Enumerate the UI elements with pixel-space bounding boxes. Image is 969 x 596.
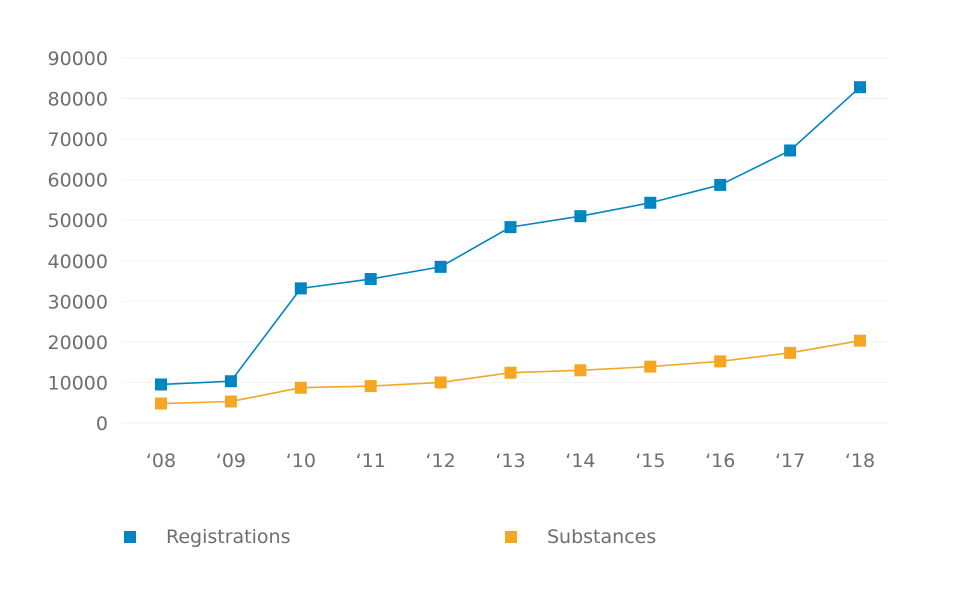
data-point-registrations xyxy=(574,210,587,223)
x-tick-label: ‘09 xyxy=(216,450,246,472)
data-point-registrations xyxy=(434,260,447,273)
x-tick-label: ‘08 xyxy=(146,450,176,472)
gridlines xyxy=(122,57,888,424)
legend-registrations: Registrations xyxy=(124,526,290,548)
data-point-substances xyxy=(784,346,797,359)
x-tick-label: ‘10 xyxy=(286,450,316,472)
series-lines xyxy=(155,81,866,410)
x-tick-label: ‘11 xyxy=(356,450,386,472)
data-point-registrations xyxy=(644,196,657,209)
legend-substances: Substances xyxy=(505,526,656,548)
x-tick-label: ‘12 xyxy=(425,450,455,472)
data-point-registrations xyxy=(155,378,167,391)
y-tick-label: 60000 xyxy=(48,170,108,192)
legend-registrations-label: Registrations xyxy=(166,526,291,548)
data-point-substances xyxy=(294,381,307,394)
x-tick-label: ‘14 xyxy=(565,450,595,472)
data-point-registrations xyxy=(364,273,377,286)
series-registrations xyxy=(155,81,866,391)
y-axis-ticks: 0 10000 20000 30000 40000 50000 60000 70000 8000… xyxy=(48,48,108,435)
data-point-registrations xyxy=(294,282,307,295)
substances-swatch xyxy=(505,531,517,543)
x-tick-label: ‘17 xyxy=(775,450,805,472)
x-axis-ticks: ‘08 ‘09 ‘10 ‘11 ‘12 ‘13 ‘14 ‘15 ‘16 ‘17 ‘18 xyxy=(146,450,875,472)
y-tick-label: 0 xyxy=(96,413,108,435)
data-point-substances xyxy=(574,364,587,377)
y-tick-label: 70000 xyxy=(48,129,108,151)
y-tick-label: 40000 xyxy=(48,251,108,273)
y-tick-label: 50000 xyxy=(48,210,108,232)
data-point-registrations xyxy=(224,375,237,388)
y-tick-label: 10000 xyxy=(48,372,108,394)
legend-substances-label: Substances xyxy=(547,526,657,548)
y-tick-label: 90000 xyxy=(48,48,108,70)
series-line-registrations xyxy=(160,86,861,386)
registrations-swatch xyxy=(124,531,136,543)
x-tick-label: ‘15 xyxy=(635,450,665,472)
data-point-registrations xyxy=(504,221,517,234)
data-point-substances xyxy=(155,397,167,410)
data-point-substances xyxy=(504,366,517,379)
data-point-registrations xyxy=(784,144,797,157)
data-point-substances xyxy=(714,355,727,368)
y-tick-label: 20000 xyxy=(48,332,108,354)
y-tick-label: 80000 xyxy=(48,89,108,111)
y-tick-label: 30000 xyxy=(48,291,108,313)
data-point-substances xyxy=(364,380,377,393)
data-point-substances xyxy=(224,395,237,408)
data-point-substances xyxy=(434,376,447,389)
series-substances xyxy=(155,334,866,410)
x-tick-label: ‘18 xyxy=(845,450,875,472)
data-point-substances xyxy=(854,334,866,347)
x-tick-label: ‘16 xyxy=(705,450,735,472)
data-point-registrations xyxy=(714,178,727,191)
x-tick-label: ‘13 xyxy=(495,450,525,472)
data-point-registrations xyxy=(854,81,866,94)
data-point-substances xyxy=(644,360,657,373)
